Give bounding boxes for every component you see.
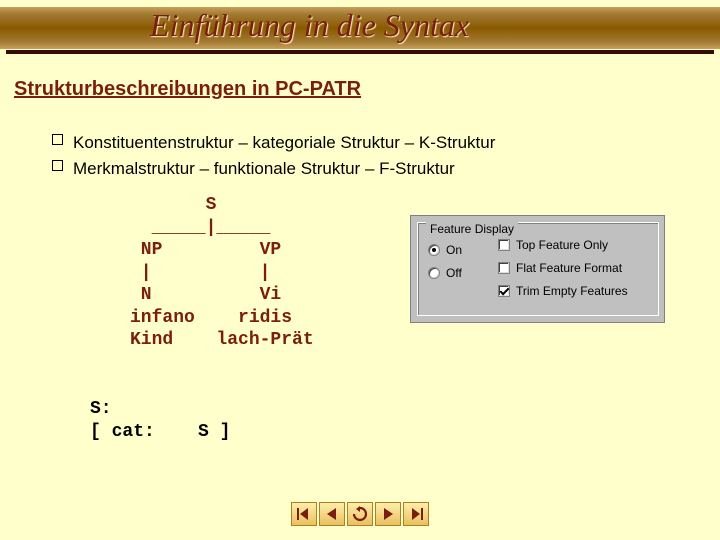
next-icon bbox=[380, 507, 396, 521]
checkbox-group: Top Feature Only Flat Feature Format Tri… bbox=[498, 238, 628, 307]
fieldset: Feature Display On Off Top Feature Only … bbox=[417, 222, 659, 316]
square-bullet-icon bbox=[52, 160, 63, 171]
checkbox-label: Trim Empty Features bbox=[516, 284, 628, 298]
bullet-item: Merkmalstruktur – funktionale Struktur –… bbox=[52, 156, 495, 182]
square-bullet-icon bbox=[52, 134, 63, 145]
checkbox-icon bbox=[498, 239, 510, 251]
radio-group: On Off bbox=[428, 243, 462, 289]
bullet-item: Konstituentenstruktur – kategoriale Stru… bbox=[52, 130, 495, 156]
bullet-text: Konstituentenstruktur – kategoriale Stru… bbox=[73, 130, 495, 156]
skip-back-icon bbox=[296, 507, 312, 521]
radio-icon bbox=[428, 267, 440, 279]
nav-last-button[interactable] bbox=[403, 502, 429, 526]
nav-first-button[interactable] bbox=[291, 502, 317, 526]
fieldset-legend: Feature Display bbox=[426, 222, 518, 236]
nav-reload-button[interactable] bbox=[347, 502, 373, 526]
radio-label: On bbox=[446, 243, 462, 257]
nav-bar bbox=[291, 502, 429, 526]
check-trim-empty[interactable]: Trim Empty Features bbox=[498, 284, 628, 298]
radio-off[interactable]: Off bbox=[428, 266, 462, 280]
skip-forward-icon bbox=[408, 507, 424, 521]
checkbox-icon bbox=[498, 262, 510, 274]
checkbox-label: Top Feature Only bbox=[516, 238, 608, 252]
radio-icon bbox=[428, 244, 440, 256]
slide-header: Einführung in die Syntax bbox=[0, 0, 720, 56]
bullet-list: Konstituentenstruktur – kategoriale Stru… bbox=[52, 130, 495, 181]
header-title: Einführung in die Syntax bbox=[150, 7, 469, 44]
feature-structure: S: [ cat: S ] bbox=[90, 398, 230, 445]
checkbox-icon bbox=[498, 285, 510, 297]
feature-display-panel: Feature Display On Off Top Feature Only … bbox=[410, 215, 665, 323]
radio-on[interactable]: On bbox=[428, 243, 462, 257]
checkbox-label: Flat Feature Format bbox=[516, 261, 622, 275]
reload-icon bbox=[351, 506, 369, 522]
nav-next-button[interactable] bbox=[375, 502, 401, 526]
check-top-feature[interactable]: Top Feature Only bbox=[498, 238, 628, 252]
radio-label: Off bbox=[446, 266, 462, 280]
prev-icon bbox=[324, 507, 340, 521]
syntax-tree: S _____|_____ NP VP | | N Vi infano ridi… bbox=[130, 194, 314, 352]
nav-prev-button[interactable] bbox=[319, 502, 345, 526]
check-flat-format[interactable]: Flat Feature Format bbox=[498, 261, 628, 275]
section-title: Strukturbeschreibungen in PC-PATR bbox=[14, 78, 361, 101]
bullet-text: Merkmalstruktur – funktionale Struktur –… bbox=[73, 156, 455, 182]
header-rule bbox=[6, 50, 714, 54]
